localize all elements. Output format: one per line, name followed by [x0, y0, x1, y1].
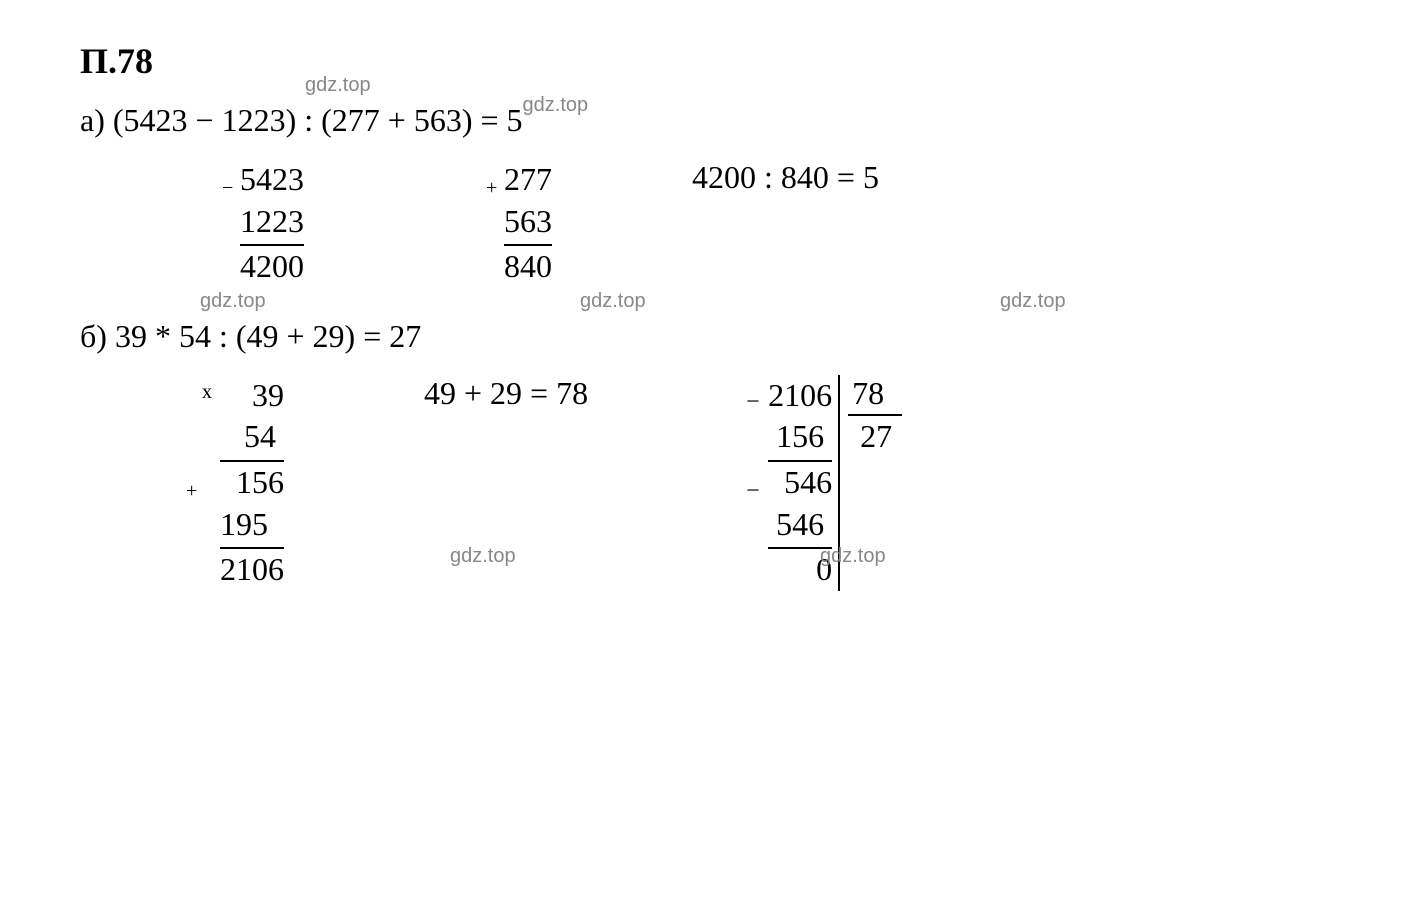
- label-b: б): [80, 318, 107, 354]
- sub-result: 4200: [240, 246, 304, 288]
- expr-a: (5423 − 1223) : (277 + 563) = 5: [113, 102, 523, 138]
- mul-result: 2106: [220, 549, 284, 591]
- work-row-b: х 39 54 + 156 195 2106 49 + 29 = 78 − 21…: [80, 375, 1347, 591]
- expr-b: 39 * 54 : (49 + 29) = 27: [115, 318, 421, 354]
- mul-partial2: 195: [220, 504, 284, 550]
- ld-quotient: 27: [848, 416, 902, 455]
- label-a: а): [80, 102, 105, 138]
- watermark: gdz.top: [1000, 290, 1066, 313]
- plus-sign: +: [186, 480, 197, 503]
- mul-top: 39: [220, 375, 284, 417]
- add-result: 840: [504, 246, 552, 288]
- ld-step3: 546: [768, 504, 832, 550]
- section-b: gdz.top gdz.top gdz.top б) 39 * 54 : (49…: [80, 318, 1347, 591]
- multiplication-calc: х 39 54 + 156 195 2106: [220, 375, 284, 591]
- ld-divisor: 78: [848, 375, 902, 416]
- subtraction-calc: − 5423 1223 4200: [240, 159, 304, 288]
- addition-calc: + 277 563 840: [504, 159, 552, 288]
- sub-top: 5423: [240, 159, 304, 201]
- ld-step1: 156: [768, 416, 832, 462]
- watermark: gdz.top: [820, 545, 886, 568]
- problem-heading: П.78: [80, 40, 1347, 82]
- work-row-a: − 5423 1223 4200 + 277 563 840 4200 : 84…: [80, 159, 1347, 288]
- sub-bottom: 1223: [240, 201, 304, 247]
- watermark: gdz.top: [580, 290, 646, 313]
- ld-dividend: 2106: [768, 375, 832, 417]
- problem-a-expression: а) (5423 − 1223) : (277 + 563) = 5gdz.to…: [80, 102, 1347, 139]
- multiply-sign: х: [202, 381, 212, 404]
- ld-step2: − 546: [768, 462, 832, 504]
- mul-partial1: 156: [220, 462, 284, 504]
- watermark: gdz.top: [305, 74, 371, 97]
- watermark: gdz.top: [450, 545, 516, 568]
- watermark: gdz.top: [523, 94, 589, 116]
- plus-sign: +: [486, 177, 497, 200]
- addition-simple: 49 + 29 = 78: [424, 375, 588, 412]
- minus-sign: −: [222, 177, 233, 200]
- minus-sign: −: [746, 389, 760, 416]
- add-bottom: 563: [504, 201, 552, 247]
- watermark: gdz.top: [200, 290, 266, 313]
- division-simple: 4200 : 840 = 5: [692, 159, 879, 196]
- mul-bottom: 54: [220, 416, 284, 462]
- section-a: gdz.top а) (5423 − 1223) : (277 + 563) =…: [80, 102, 1347, 288]
- add-top: 277: [504, 159, 552, 201]
- minus-sign: −: [746, 476, 760, 507]
- problem-b-expression: б) 39 * 54 : (49 + 29) = 27: [80, 318, 1347, 355]
